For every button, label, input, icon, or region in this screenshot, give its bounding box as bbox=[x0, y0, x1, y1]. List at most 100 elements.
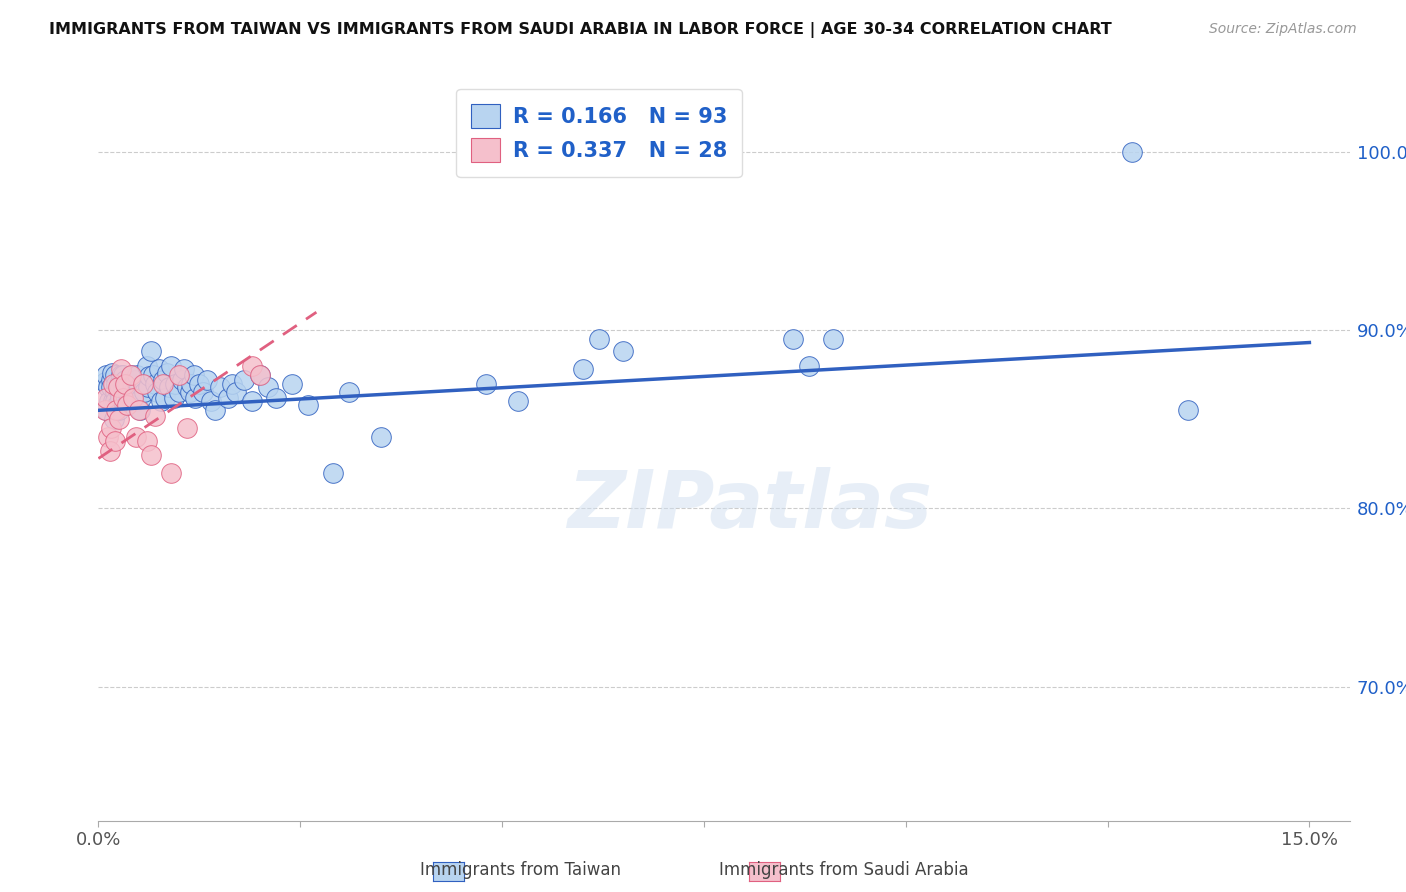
Point bbox=[105, 403, 128, 417]
Point bbox=[1121, 145, 1143, 159]
Point bbox=[100, 380, 122, 394]
Point bbox=[183, 368, 205, 382]
Point bbox=[139, 448, 162, 462]
Point bbox=[170, 373, 193, 387]
Point bbox=[160, 359, 183, 373]
Point bbox=[94, 403, 117, 417]
Point bbox=[110, 362, 132, 376]
Point bbox=[180, 376, 202, 391]
Point bbox=[96, 391, 118, 405]
Point bbox=[142, 368, 165, 382]
Point bbox=[152, 376, 174, 391]
Point bbox=[240, 359, 263, 373]
Point bbox=[104, 394, 127, 409]
Point bbox=[264, 391, 287, 405]
Point bbox=[167, 385, 190, 400]
Point bbox=[101, 394, 124, 409]
Point bbox=[128, 380, 150, 394]
Point bbox=[107, 385, 129, 400]
Point bbox=[165, 376, 187, 391]
Point bbox=[105, 376, 128, 391]
Point bbox=[110, 391, 132, 405]
Point bbox=[197, 373, 219, 387]
Point bbox=[134, 385, 156, 400]
Point bbox=[176, 380, 198, 394]
Point bbox=[208, 380, 231, 394]
Text: Immigrants from Saudi Arabia: Immigrants from Saudi Arabia bbox=[718, 861, 969, 879]
Point bbox=[129, 391, 152, 405]
Point bbox=[204, 403, 226, 417]
Point bbox=[114, 376, 136, 391]
Point bbox=[96, 403, 118, 417]
Point bbox=[132, 376, 155, 391]
Point bbox=[188, 376, 211, 391]
Point bbox=[107, 380, 129, 394]
Point bbox=[322, 466, 344, 480]
Point bbox=[297, 398, 319, 412]
Point bbox=[97, 394, 120, 409]
Point bbox=[508, 394, 530, 409]
Point bbox=[156, 366, 179, 380]
Point bbox=[475, 376, 498, 391]
Point bbox=[122, 391, 145, 405]
Point bbox=[121, 376, 143, 391]
Point bbox=[97, 380, 120, 394]
Point bbox=[127, 368, 149, 382]
Point bbox=[111, 368, 134, 382]
Point bbox=[103, 385, 125, 400]
Point bbox=[125, 430, 148, 444]
Text: IMMIGRANTS FROM TAIWAN VS IMMIGRANTS FROM SAUDI ARABIA IN LABOR FORCE | AGE 30-3: IMMIGRANTS FROM TAIWAN VS IMMIGRANTS FRO… bbox=[49, 22, 1112, 38]
Point bbox=[249, 368, 271, 382]
Point bbox=[143, 376, 166, 391]
Point bbox=[96, 368, 118, 382]
Text: Immigrants from Taiwan: Immigrants from Taiwan bbox=[420, 861, 620, 879]
Point bbox=[612, 344, 634, 359]
Point bbox=[118, 391, 141, 405]
Point bbox=[225, 385, 247, 400]
Point bbox=[112, 394, 135, 409]
Point bbox=[103, 412, 125, 426]
Point bbox=[572, 362, 595, 376]
Point bbox=[122, 385, 145, 400]
Legend: R = 0.166   N = 93, R = 0.337   N = 28: R = 0.166 N = 93, R = 0.337 N = 28 bbox=[457, 89, 741, 177]
Point bbox=[108, 412, 131, 426]
Point bbox=[281, 376, 304, 391]
Point bbox=[588, 332, 610, 346]
Point bbox=[117, 398, 139, 412]
Point bbox=[1177, 403, 1199, 417]
Point bbox=[232, 373, 254, 387]
Point bbox=[94, 375, 117, 389]
Point bbox=[167, 368, 190, 382]
Point bbox=[155, 391, 177, 405]
Point bbox=[138, 380, 160, 394]
Point bbox=[257, 380, 280, 394]
Point bbox=[797, 359, 820, 373]
Point bbox=[110, 368, 132, 382]
Point bbox=[179, 385, 201, 400]
Point bbox=[221, 376, 243, 391]
Point bbox=[124, 373, 146, 387]
Point bbox=[103, 368, 125, 382]
Point bbox=[115, 385, 138, 400]
Point bbox=[193, 385, 215, 400]
Point bbox=[160, 466, 183, 480]
Text: Source: ZipAtlas.com: Source: ZipAtlas.com bbox=[1209, 22, 1357, 37]
Point bbox=[115, 398, 138, 412]
Point bbox=[100, 373, 122, 387]
Point bbox=[98, 444, 121, 458]
Point bbox=[370, 430, 392, 444]
Point bbox=[139, 344, 162, 359]
Point bbox=[103, 434, 125, 448]
Point bbox=[111, 391, 134, 405]
Point bbox=[112, 376, 135, 391]
Point bbox=[173, 362, 195, 376]
Point bbox=[132, 376, 155, 391]
Point bbox=[100, 421, 122, 435]
Point bbox=[782, 332, 804, 346]
Point bbox=[249, 368, 271, 382]
Point bbox=[111, 380, 134, 394]
Point bbox=[217, 391, 239, 405]
Point bbox=[145, 385, 167, 400]
Point bbox=[337, 385, 360, 400]
Point bbox=[823, 332, 845, 346]
